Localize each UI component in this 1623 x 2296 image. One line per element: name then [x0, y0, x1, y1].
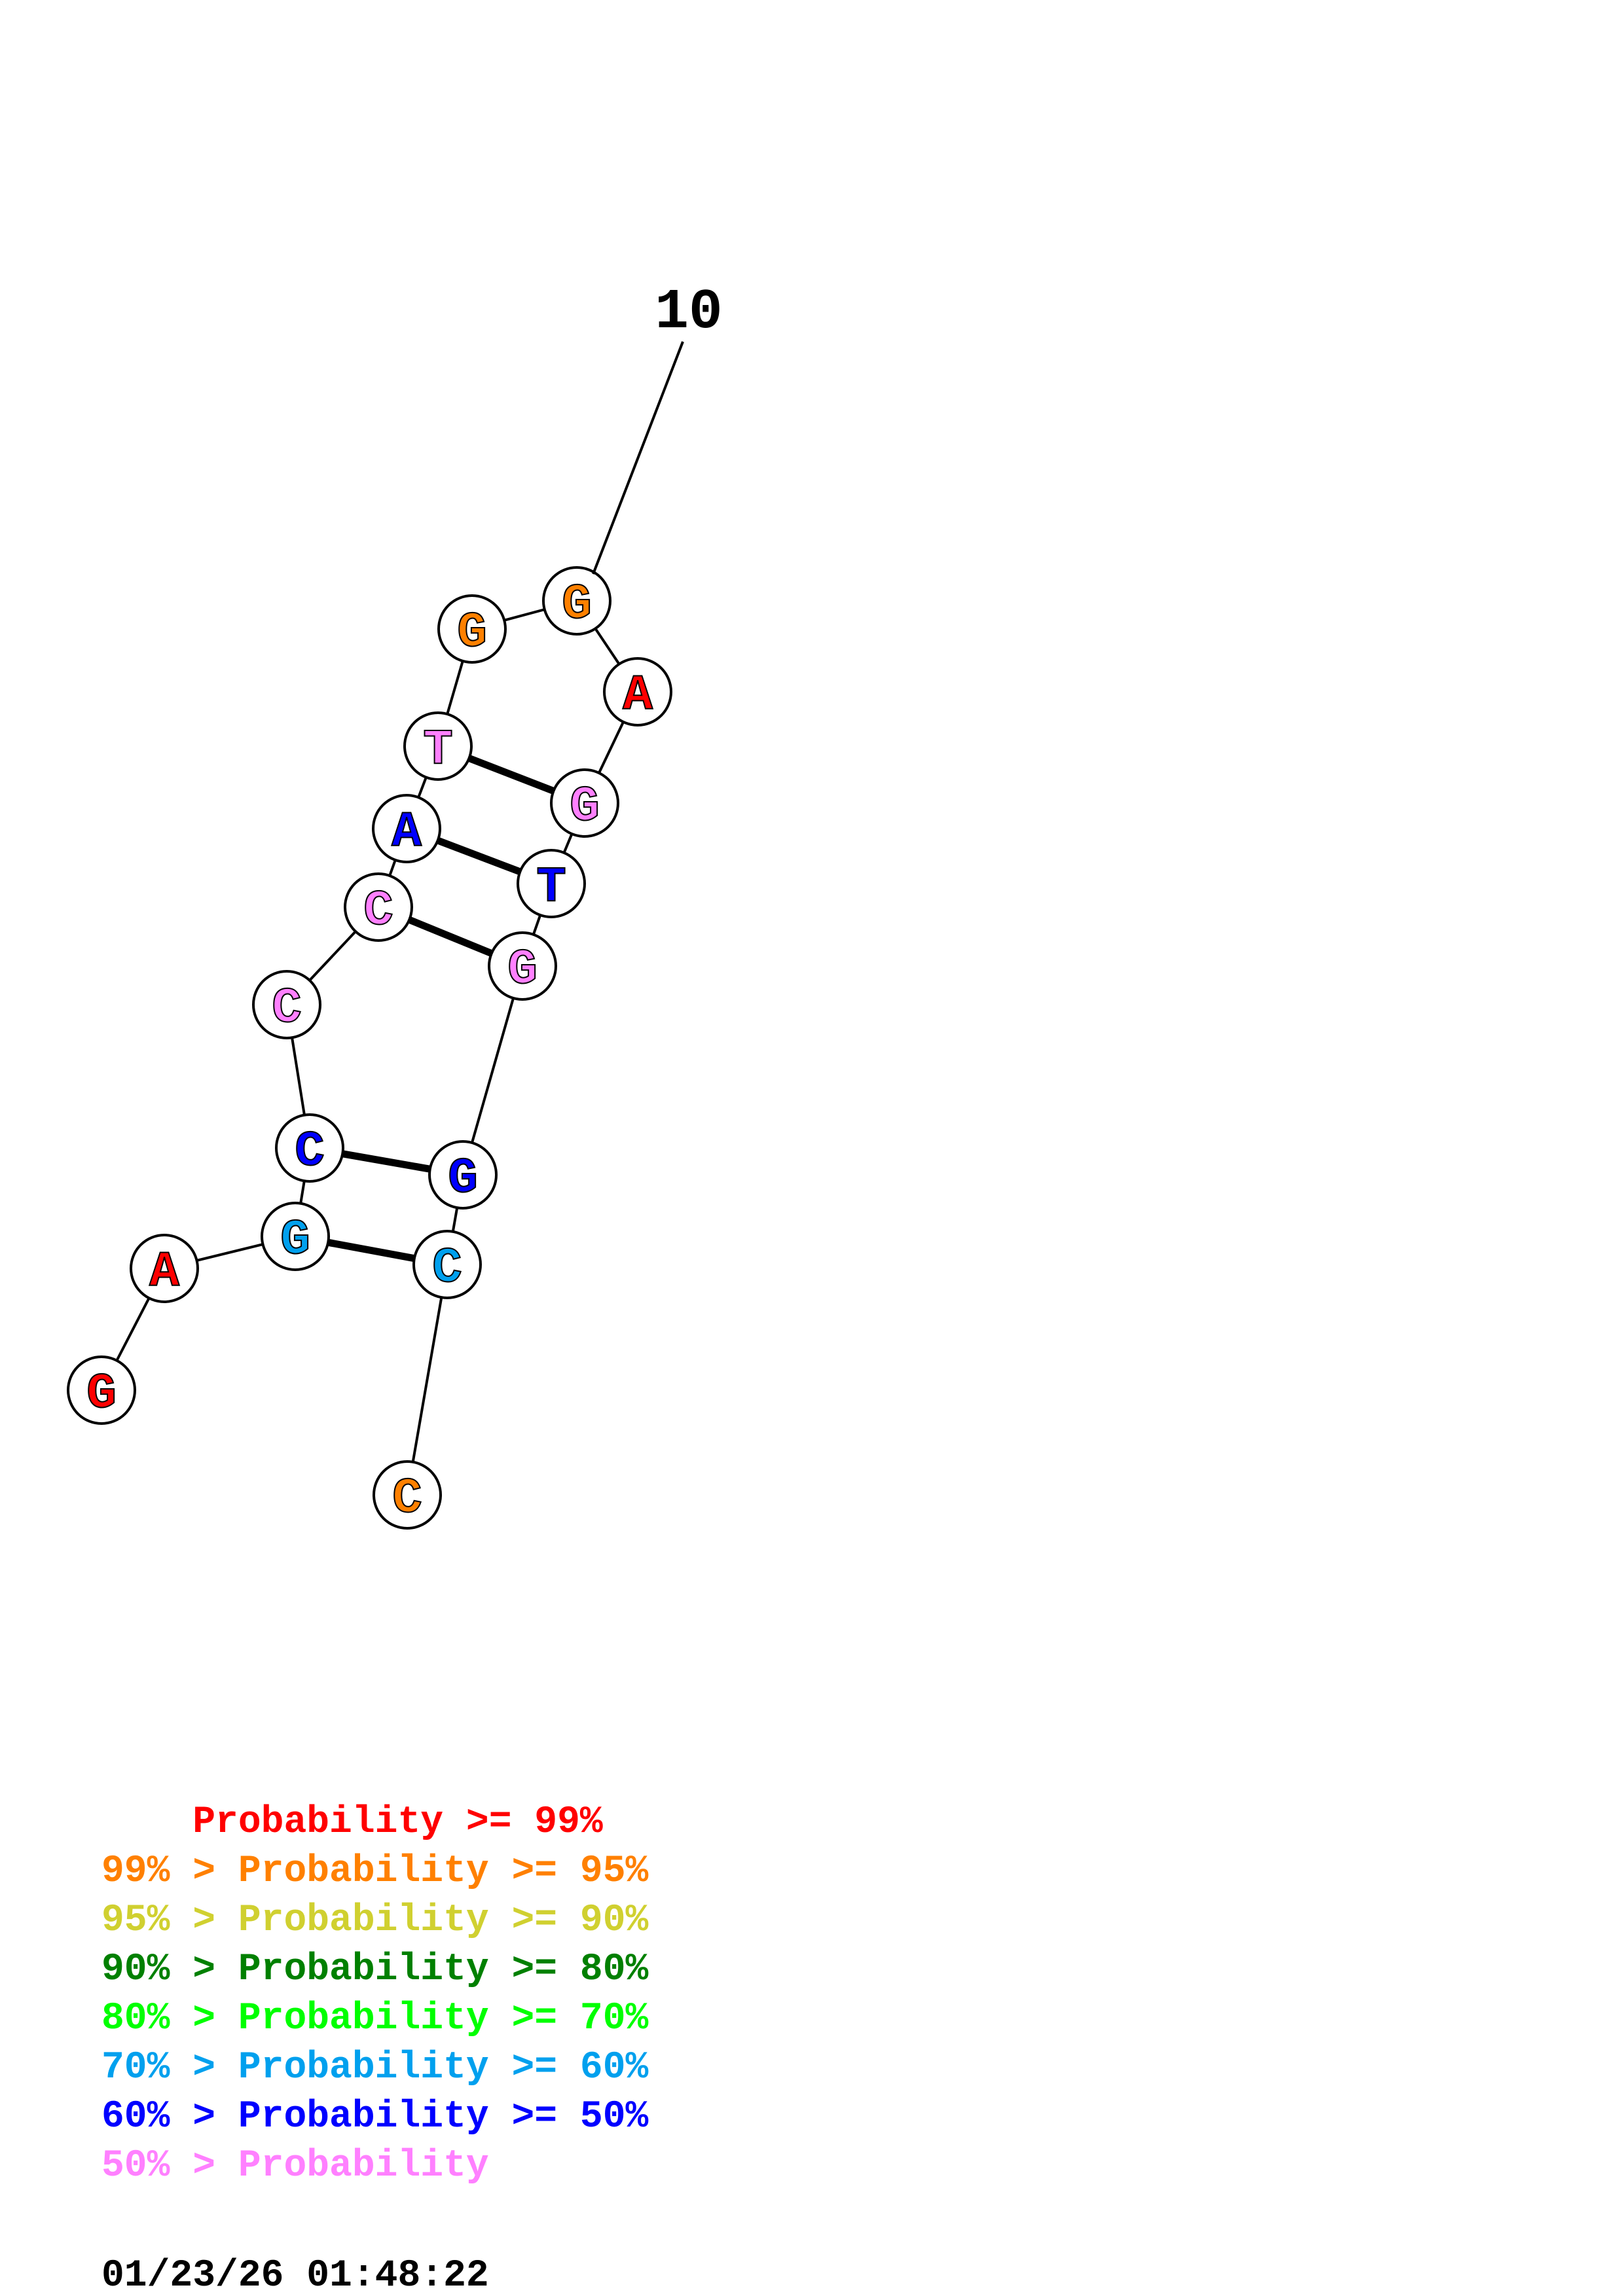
nucleotide: T — [517, 849, 586, 918]
nucleotide: A — [372, 794, 441, 863]
nucleotide-circle — [603, 657, 672, 726]
position-number-label: 10 — [655, 280, 722, 344]
base-pair-bond — [408, 916, 493, 957]
base-pairs — [327, 755, 555, 1263]
nucleotide-circle — [275, 1113, 344, 1183]
nucleotide-letter: A — [392, 804, 422, 861]
nucleotide-circle — [517, 849, 586, 918]
nucleotide-letter: C — [272, 980, 302, 1037]
nucleotide-circle — [261, 1202, 330, 1271]
nucleotide-letter: G — [448, 1151, 478, 1207]
nucleotide: C — [373, 1460, 442, 1530]
backbone-link — [406, 1264, 448, 1496]
nucleotide-letter: G — [280, 1212, 310, 1268]
nucleotide-circle — [373, 1460, 442, 1530]
nucleotide-letter: A — [149, 1244, 179, 1300]
nucleotide-letter: C — [432, 1240, 462, 1297]
nucleotide: G — [67, 1355, 136, 1425]
nucleotide: C — [275, 1113, 344, 1183]
probability-legend: Probability >= 99% 99% > Probability >= 9… — [101, 1801, 649, 2187]
legend-row: 80% > Probability >= 70% — [101, 1998, 649, 2040]
nucleotide: G — [488, 931, 557, 1001]
nucleotide-letter: G — [570, 779, 600, 835]
nucleotide-circle — [488, 931, 557, 1001]
base-pair-bond — [436, 836, 522, 876]
legend-row: Probability >= 99% — [101, 1801, 603, 1844]
legend-row: 99% > Probability >= 95% — [101, 1850, 649, 1893]
nucleotide: G — [437, 594, 507, 664]
nucleotide-circle — [130, 1234, 199, 1303]
nucleotide: G — [261, 1202, 330, 1271]
legend-row: 60% > Probability >= 50% — [101, 2096, 649, 2138]
legend-row: 95% > Probability >= 90% — [101, 1899, 649, 1942]
nucleotide: A — [130, 1234, 199, 1303]
nucleotide-circle — [67, 1355, 136, 1425]
nucleotide-letter: T — [423, 722, 453, 778]
nucleotide: G — [550, 768, 619, 838]
nucleotide-circle — [412, 1230, 482, 1299]
backbone — [100, 600, 639, 1496]
base-pair-bond — [342, 1150, 431, 1173]
nucleotide: T — [403, 711, 473, 781]
nucleotide-letter: G — [562, 577, 592, 633]
nucleotide-letter: C — [295, 1124, 325, 1180]
nucleotide-letter: G — [457, 605, 487, 661]
nucleotide-circle — [403, 711, 473, 781]
nucleotide: G — [428, 1140, 498, 1210]
base-pair-bond — [327, 1238, 415, 1263]
nucleotide: A — [603, 657, 672, 726]
nucleotide-letter: C — [392, 1471, 422, 1527]
nucleotide-letter: G — [86, 1366, 117, 1422]
nucleotide-circle — [550, 768, 619, 838]
nucleotide-letter: T — [536, 859, 566, 916]
nucleotide-letter: A — [623, 668, 653, 724]
numbering-tick — [592, 341, 684, 575]
nucleotide: C — [252, 970, 321, 1039]
nucleotide-circle — [437, 594, 507, 664]
nucleotide-circle — [252, 970, 321, 1039]
backbone-link — [462, 965, 524, 1175]
nucleotide: C — [412, 1230, 482, 1299]
legend-row: 70% > Probability >= 60% — [101, 2047, 649, 2089]
timestamp: 01/23/26 01:48:22 — [101, 2255, 489, 2296]
nucleotide-circle — [428, 1140, 498, 1210]
nucleotide-circle — [372, 794, 441, 863]
nucleotide-letter: G — [507, 942, 538, 998]
nucleotide: G — [542, 566, 611, 636]
legend-row: 90% > Probability >= 80% — [101, 1948, 649, 1991]
nucleotide-circle — [344, 872, 413, 942]
nucleotide-circle — [542, 566, 611, 636]
base-pair-bond — [467, 755, 555, 795]
nucleotide: C — [344, 872, 413, 942]
legend-row: 50% > Probability — [101, 2145, 489, 2187]
nucleotide-letter: C — [363, 883, 393, 939]
